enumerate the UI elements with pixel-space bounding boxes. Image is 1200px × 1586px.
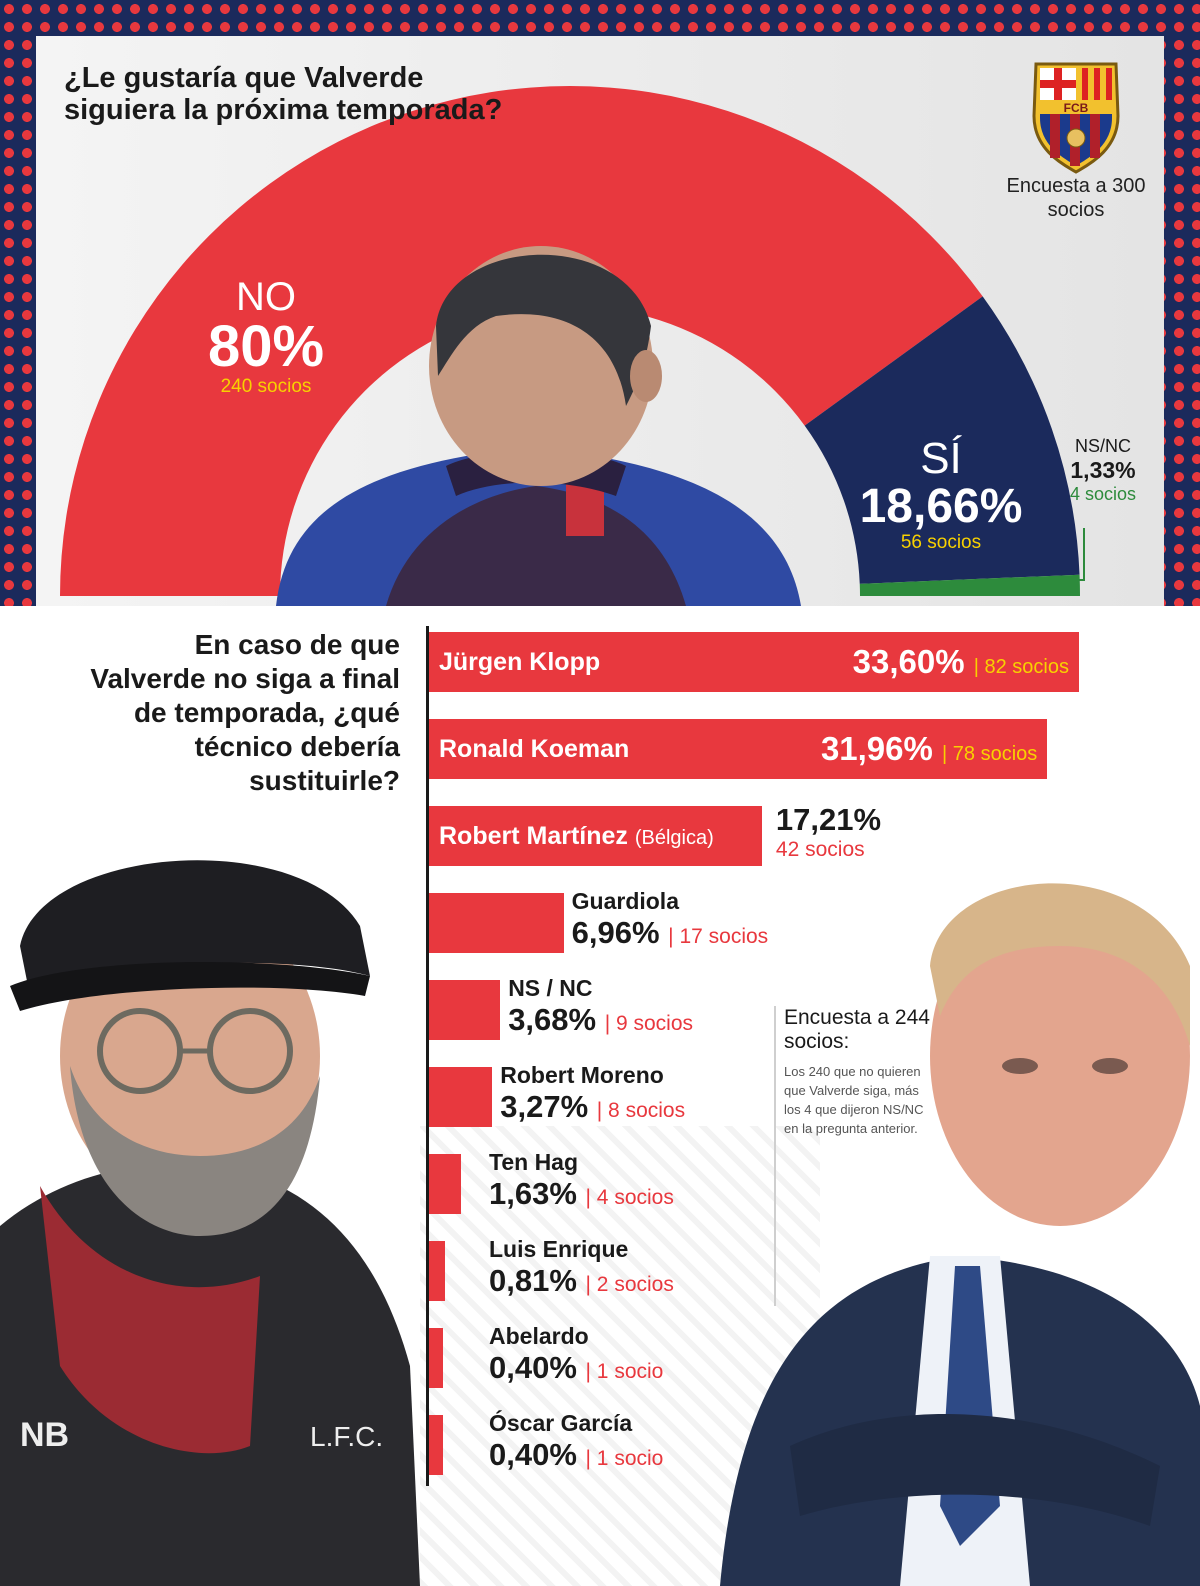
bar-label: Robert Moreno 3,27% | 8 socios	[500, 1061, 685, 1129]
bar-socios: | 1 socio	[585, 1447, 664, 1470]
bar-row: Guardiola 6,96% | 17 socios	[429, 888, 1129, 953]
survey-note: Encuesta a 244 socios: Los 240 que no qu…	[774, 1006, 934, 1138]
survey-count: Encuesta a 300 socios	[1006, 175, 1146, 221]
bar-label: Ten Hag 1,63% | 4 socios	[489, 1148, 674, 1216]
bar-row: Robert Martínez (Bélgica) 17,21% 42 socios	[429, 802, 1129, 866]
bar-name: Abelardo	[489, 1323, 589, 1349]
klopp-photo: L.F.C. NB	[0, 860, 420, 1586]
bar-row: NS / NC 3,68% | 9 socios	[429, 975, 1129, 1040]
bar-value: 33,60% | 82 socios	[852, 643, 1069, 680]
bar-pct: 0,81% | 2 socios	[489, 1263, 674, 1298]
bar-value: 17,21% 42 socios	[776, 802, 881, 862]
bar	[429, 719, 1048, 779]
bar	[429, 1067, 493, 1127]
bar-label: Óscar García 0,40% | 1 socio	[489, 1409, 663, 1477]
bar-name: Ten Hag	[489, 1149, 579, 1175]
fcb-crest-icon: FCB	[1032, 62, 1120, 174]
bar-name: NS / NC	[508, 975, 593, 1001]
bar-socios: | 4 socios	[585, 1186, 674, 1209]
donut-slice-s-	[804, 296, 1080, 584]
bar	[429, 1415, 443, 1475]
bar	[429, 1241, 445, 1301]
bar	[429, 806, 762, 866]
si-pct: 18,66%	[859, 480, 1023, 533]
bar-socios: | 17 socios	[668, 925, 769, 948]
bar-row: Luis Enrique 0,81% | 2 socios	[429, 1236, 1129, 1301]
no-socios: 240 socios	[220, 376, 312, 397]
bar	[429, 1154, 461, 1214]
no-word: NO	[236, 275, 296, 319]
bar-socios: | 2 socios	[585, 1273, 674, 1296]
bar-pct: 3,27% | 8 socios	[500, 1089, 686, 1124]
donut-chart	[60, 85, 1080, 597]
bar-row: Jürgen Klopp 33,60% | 82 socios	[429, 632, 1129, 692]
bar	[429, 980, 501, 1040]
bar-pct: 0,40% | 1 socio	[489, 1437, 664, 1472]
bar-pct: 3,68% | 9 socios	[508, 1002, 694, 1037]
bar-name: Luis Enrique	[489, 1236, 629, 1262]
svg-text:L.F.C.: L.F.C.	[310, 1421, 383, 1452]
donut-slice-no	[60, 85, 983, 597]
bar	[429, 1328, 443, 1388]
nsnc-connector-line	[1018, 528, 1085, 581]
nsnc-word: NS/NC	[1074, 436, 1131, 456]
nsnc-pct: 1,33%	[1070, 457, 1136, 483]
note-divider	[774, 1006, 776, 1306]
bar-name: Robert Martínez (Bélgica)	[439, 822, 714, 850]
bar-label: Abelardo 0,40% | 1 socio	[489, 1322, 663, 1390]
bar-row: Ten Hag 1,63% | 4 socios	[429, 1149, 1129, 1214]
bar-pct: 6,96% | 17 socios	[571, 915, 769, 950]
bar	[429, 893, 564, 953]
bar-socios: 42 socios	[775, 838, 865, 861]
top-panel: ¿Le gustaría que Valverde siguiera la pr…	[36, 36, 1164, 606]
bar-socios: | 82 socios	[973, 656, 1069, 678]
no-label: NO 80% 240 socios	[146, 276, 386, 398]
bar-name: Ronald Koeman	[439, 735, 630, 763]
note-title: Encuesta a 244 socios:	[784, 1006, 930, 1053]
bar-pct: 0,40% | 1 socio	[489, 1350, 664, 1385]
svg-text:FCB: FCB	[1064, 101, 1089, 115]
si-word: SÍ	[920, 434, 962, 483]
nsnc-label: NS/NC 1,33% 4 socios	[1048, 436, 1158, 505]
svg-text:NB: NB	[20, 1416, 69, 1454]
question-title: ¿Le gustaría que Valverde siguiera la pr…	[64, 62, 503, 126]
bar-label: Guardiola 6,96% | 17 socios	[572, 887, 769, 955]
bar	[429, 632, 1079, 692]
koeman-photo	[720, 883, 1200, 1586]
bottom-panel: En caso de que Valverde no siga a final …	[0, 606, 1200, 1586]
bar-value: 31,96% | 78 socios	[820, 730, 1038, 767]
bar-axis-line	[426, 626, 429, 1486]
bar-socios: | 9 socios	[604, 1012, 694, 1035]
bar-socios: | 1 socio	[585, 1360, 664, 1383]
question-2-title: En caso de que Valverde no siga a final …	[90, 629, 400, 796]
bar-label: Luis Enrique 0,81% | 2 socios	[489, 1235, 674, 1303]
bar-pct: 1,63% | 4 socios	[489, 1176, 674, 1211]
si-socios: 56 socios	[900, 532, 982, 553]
bar-socios: | 8 socios	[596, 1099, 686, 1122]
bar-name: Jürgen Klopp	[439, 648, 601, 676]
bar-row: Robert Moreno 3,27% | 8 socios	[429, 1062, 1129, 1127]
valverde-photo	[276, 246, 801, 606]
bar-name: Óscar García	[489, 1410, 633, 1436]
bar-label: NS / NC 3,68% | 9 socios	[508, 974, 693, 1042]
bar-socios: | 78 socios	[942, 743, 1038, 765]
note-body: Los 240 que no quieren que Valverde siga…	[784, 1064, 924, 1136]
bar-name-extra: (Bélgica)	[634, 827, 714, 849]
bar-name: Guardiola	[571, 888, 679, 914]
bar-name: Robert Moreno	[500, 1062, 664, 1088]
bar-pct: 17,21%	[775, 802, 882, 837]
si-label: SÍ 18,66% 56 socios	[846, 436, 1036, 554]
bar-row: Óscar García 0,40% | 1 socio	[429, 1410, 1129, 1475]
bar-row: Ronald Koeman 31,96% | 78 socios	[429, 719, 1129, 779]
nsnc-socios: 4 socios	[1069, 484, 1137, 504]
no-pct: 80%	[207, 314, 325, 379]
bar-row: Abelardo 0,40% | 1 socio	[429, 1323, 1129, 1388]
